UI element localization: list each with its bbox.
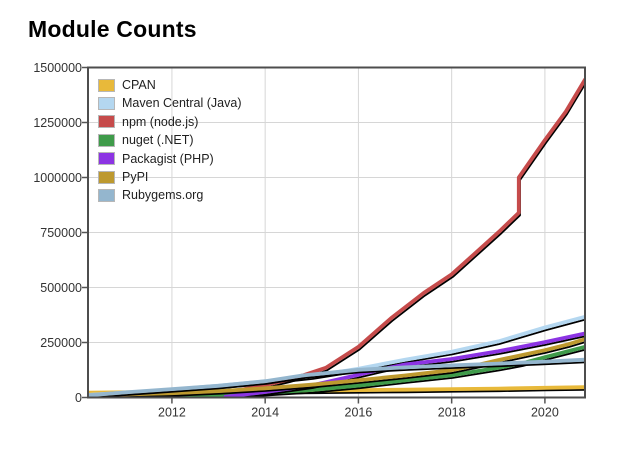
legend-item-rubygems-org: Rubygems.org [98,186,242,204]
gridlines [88,67,585,398]
legend-swatch-packagist-php [98,152,115,166]
legend-item-npm-node-js: npm (node.js) [98,113,242,131]
legend-item-packagist-php: Packagist (PHP) [98,150,242,168]
legend-label-cpan: CPAN [122,77,156,92]
legend-label-npm-node-js: npm (node.js) [122,114,199,129]
legend-label-maven-central-java: Maven Central (Java) [122,96,242,111]
series-group [88,77,585,398]
legend-item-pypi: PyPI [98,168,242,186]
y-tick-label: 0 [75,391,82,405]
legend-label-nuget-net: nuget (.NET) [122,133,194,148]
legend-swatch-pypi [98,170,115,184]
legend-swatch-maven-central-java [98,97,115,111]
chart-title: Module Counts [28,16,197,42]
plot-border [87,66,586,399]
x-tick-label: 2014 [251,406,279,420]
x-tick-label: 2020 [531,406,559,420]
legend-swatch-rubygems-org [98,189,115,203]
y-tick-label: 750000 [40,226,82,240]
legend-swatch-cpan [98,78,115,92]
y-tick-label: 250000 [40,336,82,350]
legend-label-pypi: PyPI [122,169,149,184]
x-tick-label: 2016 [345,406,373,420]
legend-label-rubygems-org: Rubygems.org [122,188,204,203]
series-shadow-rubygems-org [88,361,585,398]
y-tick-label: 1500000 [33,61,82,75]
axes: 0 250000 500000 750000 1000000 1250000 1500000… [33,61,559,420]
legend-item-cpan: CPAN [98,76,242,94]
legend-label-packagist-php: Packagist (PHP) [122,151,214,166]
legend-swatch-nuget-net [98,133,115,147]
y-tick-label: 1000000 [33,171,82,185]
series-line-rubygems-org [88,357,585,398]
chart-legend: CPAN Maven Central (Java) npm (node.js) nug… [98,76,242,205]
y-tick-label: 500000 [40,281,82,295]
series-shadow-pypi [88,341,585,398]
legend-item-nuget-net: nuget (.NET) [98,131,242,149]
x-tick-label: 2012 [158,406,186,420]
x-tick-label: 2018 [438,406,466,420]
y-tick-label: 1250000 [33,116,82,130]
legend-item-maven-central-java: Maven Central (Java) [98,94,242,112]
series-line-pypi [88,337,585,398]
legend-swatch-npm-node-js [98,115,115,129]
